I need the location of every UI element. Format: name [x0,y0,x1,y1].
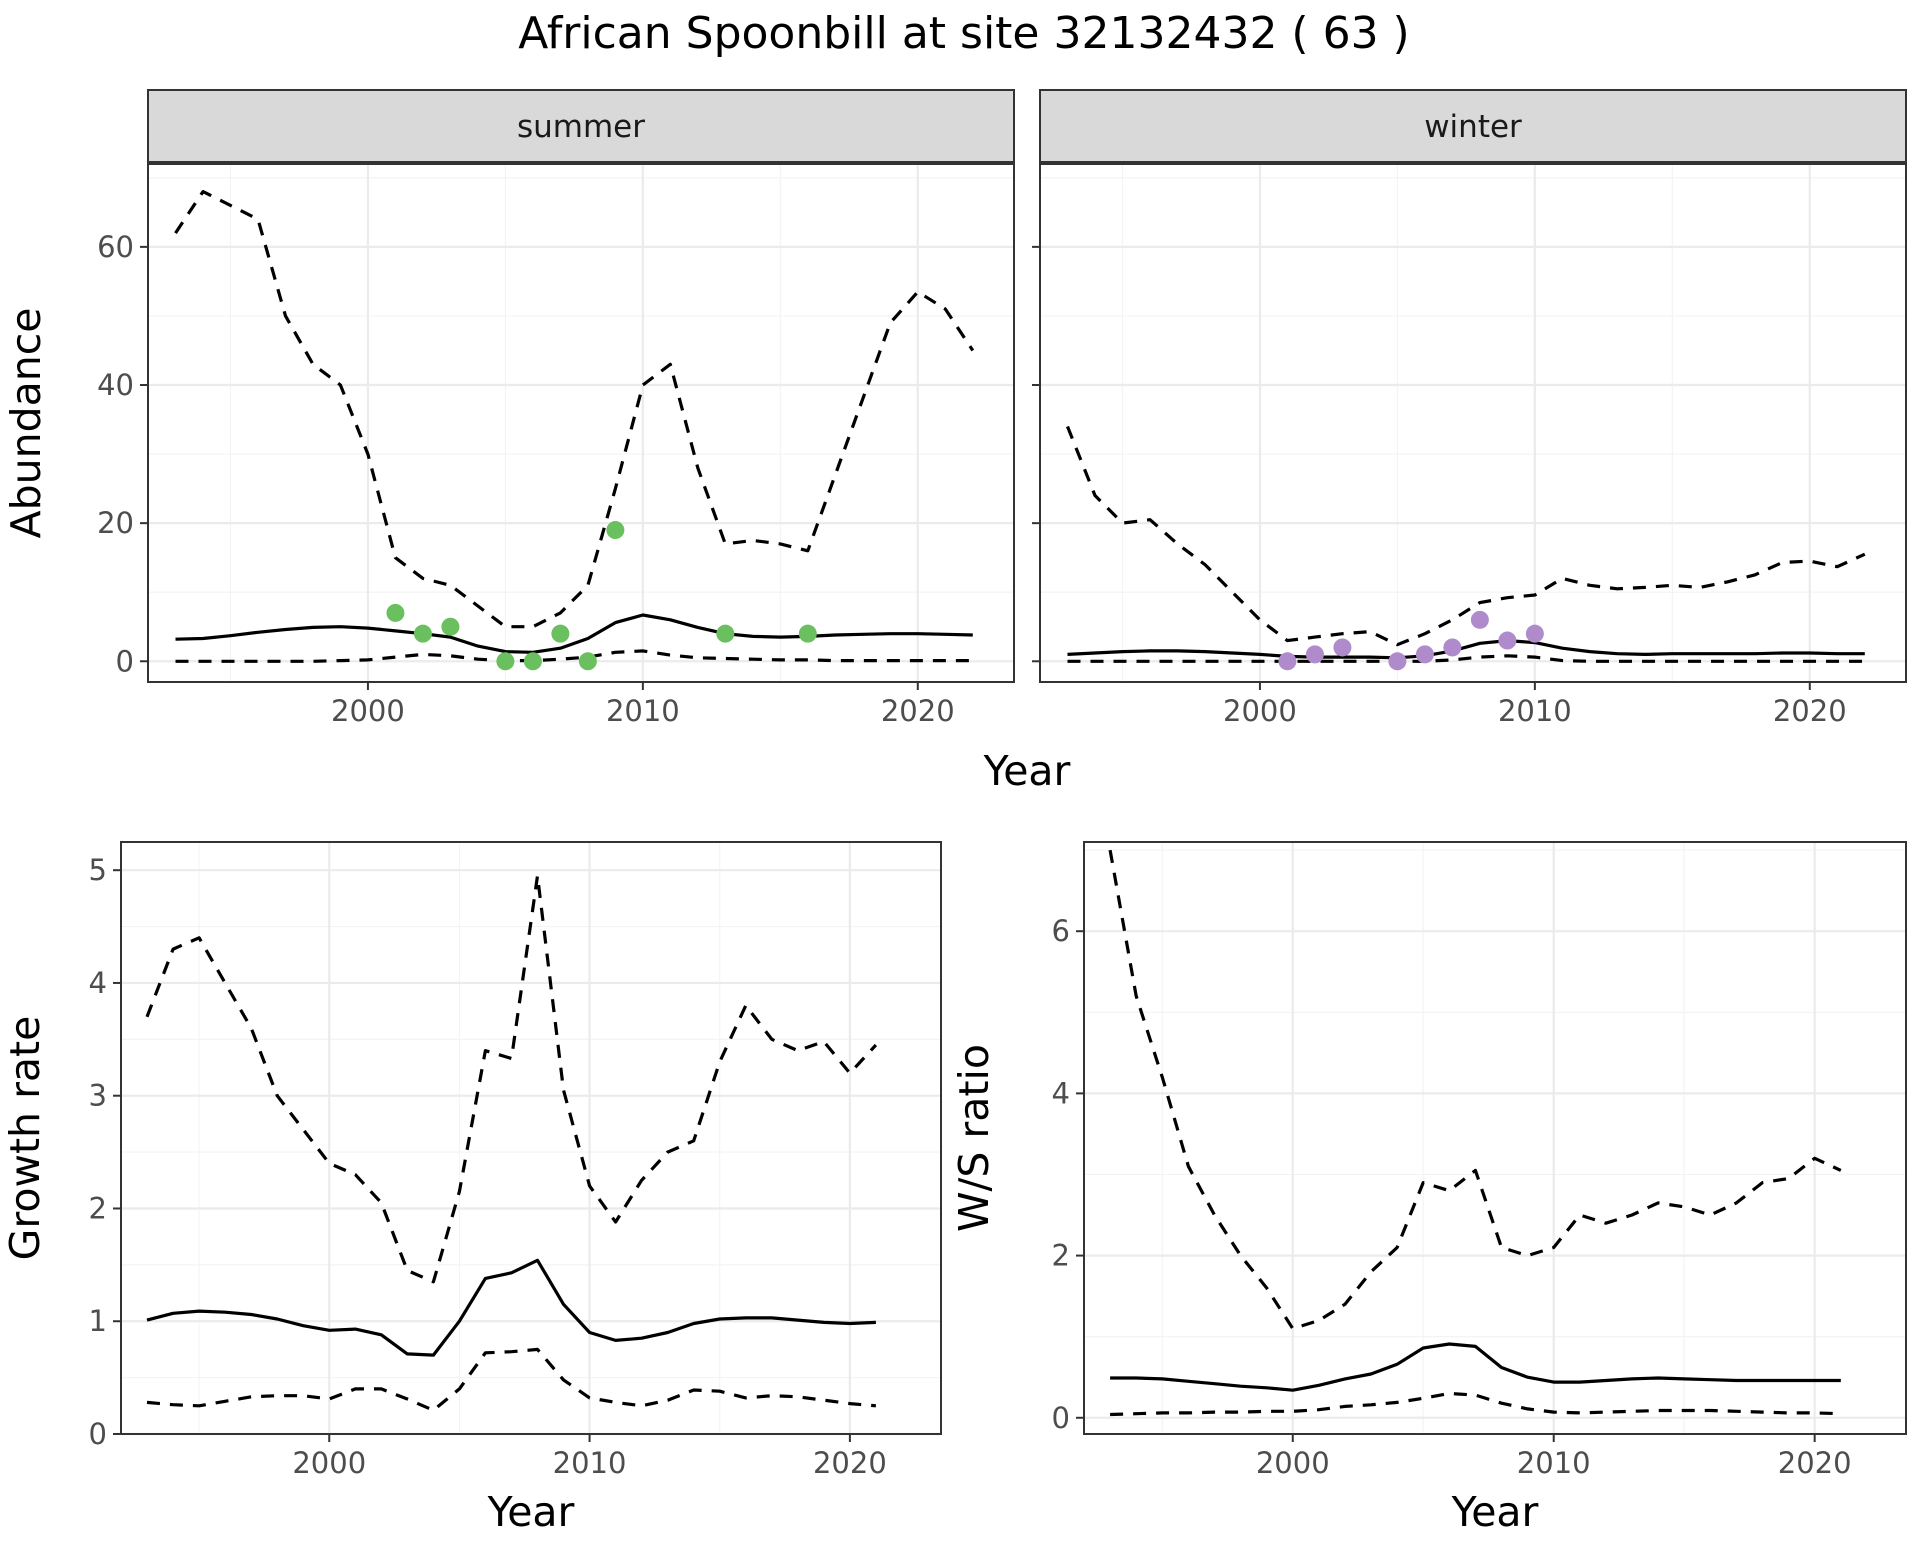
y-tick-label: 2 [89,1191,107,1225]
observed-point [1470,610,1489,629]
facet-strip [1039,89,1907,163]
x-tick-label: 2000 [1256,1446,1330,1480]
mean-line [1110,1342,1841,1392]
x-tick-label: 2010 [1498,694,1572,728]
x-axis-title: Year [487,1488,575,1536]
upper-bound-line [1108,849,1842,1331]
x-tick-label: 2010 [1517,1446,1591,1480]
x-tick-label: 2020 [1778,1446,1852,1480]
upper-bound-line [174,190,975,629]
x-tick-label: 2000 [292,1446,366,1480]
observed-point [1443,638,1462,657]
x-axis-title: Year [1451,1488,1539,1536]
mean-line [175,613,973,654]
x-tick-label: 2020 [1773,694,1847,728]
lower-bound-line [175,649,973,663]
panel-border [1083,841,1907,1435]
upper-bound-line [1066,425,1866,647]
observed-point [1333,638,1352,657]
panel-abundance_winter: winter 2000 2010 2020 [1032,89,1907,728]
plot-background [1040,164,1906,682]
observed-point [523,652,542,671]
y-tick-label: 40 [97,368,134,402]
observed-point [551,624,570,643]
observed-point [1498,631,1517,650]
observed-point [1415,645,1434,664]
plot-background [1084,842,1906,1434]
chart-title: African Spoonbill at site 32132432 ( 63 … [518,8,1409,59]
lower-bound-line [146,1347,877,1412]
lower-bound-line [1110,1391,1841,1417]
panel-growth_rate: 2000 2010 2020 0 1 2 3 4 5 Growth rate Year [1,841,942,1536]
y-tick-label: 60 [97,230,134,264]
observed-point [441,617,460,636]
y-tick-label: 1 [89,1304,107,1338]
observed-point [386,603,405,622]
observed-point [578,652,597,671]
mean-line [146,1258,876,1357]
panel-ws_ratio: 2000 2010 2020 0 2 4 6 W/S ratio Year [950,841,1907,1536]
y-tick-label: 0 [116,644,134,678]
x-tick-label: 2020 [881,694,955,728]
observed-point [606,521,625,540]
y-axis-title: Growth rate [1,1016,49,1261]
y-tick-label: 0 [89,1417,107,1451]
mean-line [1067,639,1865,660]
panel-border [147,163,1015,683]
facet-strip-label: winter [1424,109,1522,145]
y-axis-title: W/S ratio [950,1044,998,1232]
upper-bound-line [145,874,878,1284]
facet-strip-label: summer [517,109,645,145]
facet-strip [147,89,1015,163]
x-tick-label: 2000 [331,694,405,728]
observed-point [1278,652,1297,671]
observed-point [716,624,735,643]
y-tick-label: 3 [89,1079,107,1113]
plot-background [121,842,941,1434]
plot-background [148,164,1014,682]
y-axis-title: Abundance [2,308,50,539]
lower-bound-line [1067,654,1865,663]
panel-abundance_summer: summer 2000 2010 2020 0 20 40 60 Abundance [2,89,1015,728]
panel-border [120,841,942,1435]
x-axis-title-abundance: Year [983,747,1071,795]
y-tick-label: 2 [1052,1239,1070,1273]
observed-point [798,624,817,643]
y-tick-label: 4 [89,966,107,1000]
observed-point [496,652,515,671]
observed-point [1525,624,1544,643]
y-tick-label: 4 [1052,1076,1070,1110]
observed-point [1305,645,1324,664]
y-tick-label: 6 [1052,914,1070,948]
x-tick-label: 2020 [813,1446,887,1480]
y-tick-label: 5 [89,853,107,887]
panel-border [1039,163,1907,683]
x-tick-label: 2000 [1223,694,1297,728]
x-tick-label: 2010 [606,694,680,728]
x-tick-label: 2010 [553,1446,627,1480]
y-tick-label: 20 [97,506,134,540]
y-tick-label: 0 [1052,1401,1070,1435]
observed-point [413,624,432,643]
observed-point [1388,652,1407,671]
